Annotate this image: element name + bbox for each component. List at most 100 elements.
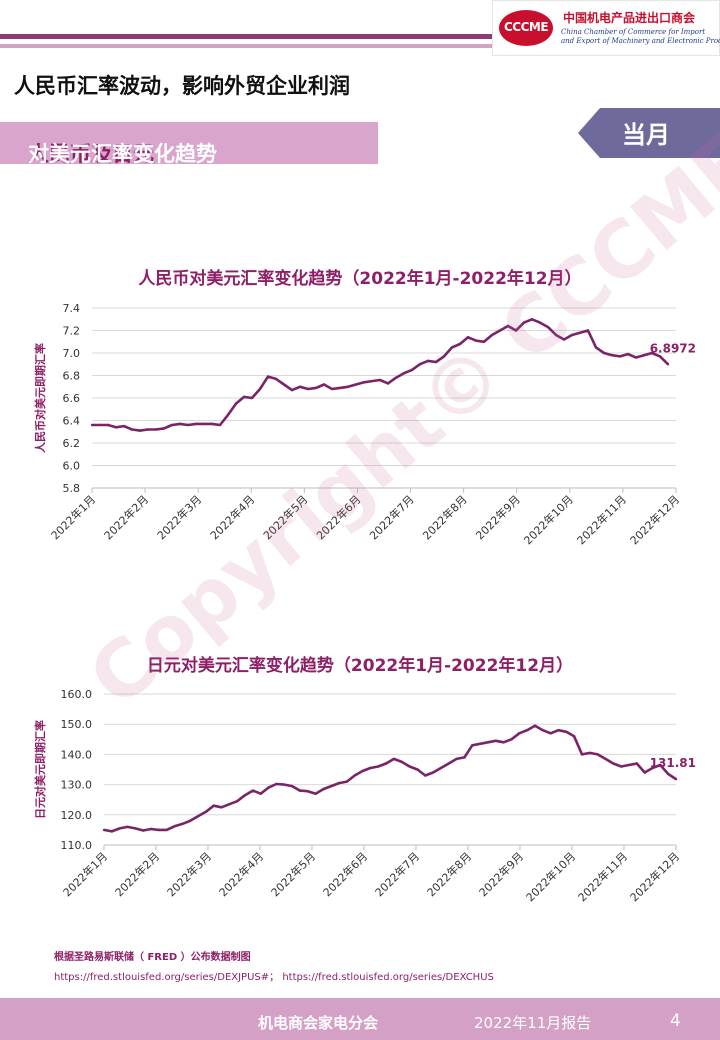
jpy-data-point	[494, 739, 497, 743]
jpy-data-point	[651, 766, 654, 770]
jpy-data-point	[188, 819, 192, 823]
cny-data-point	[146, 428, 150, 431]
cny-y-tick-label: 7.0	[63, 347, 81, 360]
cny-data-point	[426, 359, 430, 363]
cny-y-tick-label: 6.0	[63, 460, 81, 473]
jpy-data-point	[408, 765, 411, 768]
jpy-x-tick-label: 2022年2月	[112, 849, 162, 899]
source-urls: https://fred.stlouisfed.org/series/DEXJP…	[54, 972, 494, 983]
jpy-x-tick-label: 2022年8月	[424, 849, 474, 899]
cny-data-point	[194, 422, 198, 426]
jpy-data-point	[627, 763, 631, 767]
cny-data-point	[378, 378, 382, 382]
cny-data-point	[322, 383, 326, 386]
jpy-data-point	[635, 762, 639, 765]
jpy-x-tick-label: 2022年3月	[164, 849, 214, 899]
jpy-data-point	[565, 730, 568, 733]
jpy-data-point	[525, 729, 529, 732]
jpy-data-point	[298, 789, 302, 792]
cny-data-point	[306, 387, 310, 391]
cny-data-point	[186, 423, 190, 427]
jpy-data-point	[502, 741, 505, 744]
jpy-data-point	[102, 828, 106, 832]
section-title-part1: 人民币及日元	[28, 142, 154, 166]
jpy-data-point	[533, 724, 537, 727]
jpy-data-point	[267, 786, 270, 789]
cny-x-tick-label: 2022年8月	[420, 492, 470, 542]
jpy-data-point	[666, 772, 670, 776]
cny-data-point	[290, 388, 294, 392]
cny-data-point	[506, 324, 510, 328]
source-note: 根据圣路易斯联储（ FRED ）公布数据制图	[54, 952, 251, 963]
cny-data-point	[282, 383, 286, 386]
cny-data-point	[330, 387, 334, 391]
cny-data-point	[546, 325, 550, 329]
cny-data-point	[554, 333, 558, 337]
cny-data-point	[394, 376, 398, 379]
page-number: 4	[670, 1011, 681, 1031]
cny-data-point	[610, 354, 614, 357]
cny-data-point	[106, 423, 110, 427]
cny-x-tick-label: 2022年12月	[627, 492, 682, 547]
jpy-data-point	[447, 762, 450, 765]
jpy-data-point	[220, 806, 223, 809]
cny-data-point	[130, 428, 134, 431]
jpy-x-tick-label: 2022年9月	[476, 849, 526, 899]
jpy-series-line	[103, 724, 677, 833]
cny-data-point	[530, 318, 534, 321]
jpy-data-point	[400, 760, 403, 764]
jpy-data-point	[659, 763, 662, 767]
cny-y-tick-label: 6.4	[63, 415, 81, 428]
cny-data-point	[410, 368, 414, 372]
jpy-data-point	[572, 735, 576, 738]
cny-data-point	[442, 355, 446, 358]
jpy-data-point	[204, 810, 208, 813]
page-headline: 人民币汇率波动，影响外贸企业利润	[14, 74, 350, 98]
cny-y-axis-label: 人民币对美元即期汇率	[33, 343, 47, 453]
jpy-data-point	[384, 762, 388, 765]
cny-data-point	[218, 423, 222, 427]
jpy-x-tick-label: 2022年7月	[372, 849, 422, 899]
jpy-data-point	[337, 781, 341, 785]
jpy-data-point	[392, 757, 396, 761]
logo-chinese-name: 中国机电产品进出口商会	[563, 11, 696, 25]
jpy-data-point	[580, 753, 584, 756]
cny-data-point	[138, 429, 142, 432]
cny-data-point	[586, 329, 590, 332]
cny-data-point	[114, 426, 118, 429]
jpy-data-point	[353, 774, 356, 777]
jpy-y-tick-label: 150.0	[61, 718, 93, 731]
jpy-y-tick-label: 160.0	[61, 688, 93, 701]
cny-data-point	[162, 427, 166, 430]
header-band-dark	[0, 34, 492, 39]
jpy-x-tick-label: 2022年1月	[60, 849, 110, 899]
section-title-part2: 对美元汇率变化趋势	[28, 142, 217, 166]
jpy-data-point	[275, 782, 278, 786]
cny-data-point	[154, 428, 158, 431]
cny-x-tick-label: 2022年10月	[521, 492, 576, 547]
cny-data-point	[642, 354, 646, 357]
jpy-x-tick-label: 2022年11月	[575, 849, 630, 904]
cny-x-tick-label: 2022年7月	[366, 492, 416, 542]
cny-x-tick-label: 2022年3月	[154, 492, 204, 542]
period-tab-label: 当月	[622, 121, 670, 149]
jpy-y-axis-label: 日元对美元即期汇率	[33, 720, 47, 819]
cny-x-tick-label: 2022年2月	[101, 492, 151, 542]
cny-data-point	[266, 375, 270, 378]
cny-x-tick-label: 2022年4月	[207, 492, 257, 542]
jpy-data-point	[541, 729, 544, 732]
cny-data-point	[354, 383, 358, 386]
cny-data-point	[498, 329, 502, 332]
cny-y-tick-label: 6.6	[63, 392, 81, 405]
cny-data-point	[450, 346, 454, 349]
jpy-data-point	[306, 790, 309, 793]
jpy-data-point	[557, 729, 560, 732]
cny-y-tick-label: 6.2	[63, 437, 81, 450]
cny-data-point	[386, 382, 390, 385]
cny-x-tick-label: 2022年6月	[313, 492, 363, 542]
jpy-data-point	[588, 751, 592, 755]
jpy-data-point	[322, 787, 325, 791]
cny-data-point	[626, 352, 630, 356]
cny-data-point	[362, 381, 366, 384]
footer-org: 机电商会家电分会	[258, 1014, 379, 1032]
